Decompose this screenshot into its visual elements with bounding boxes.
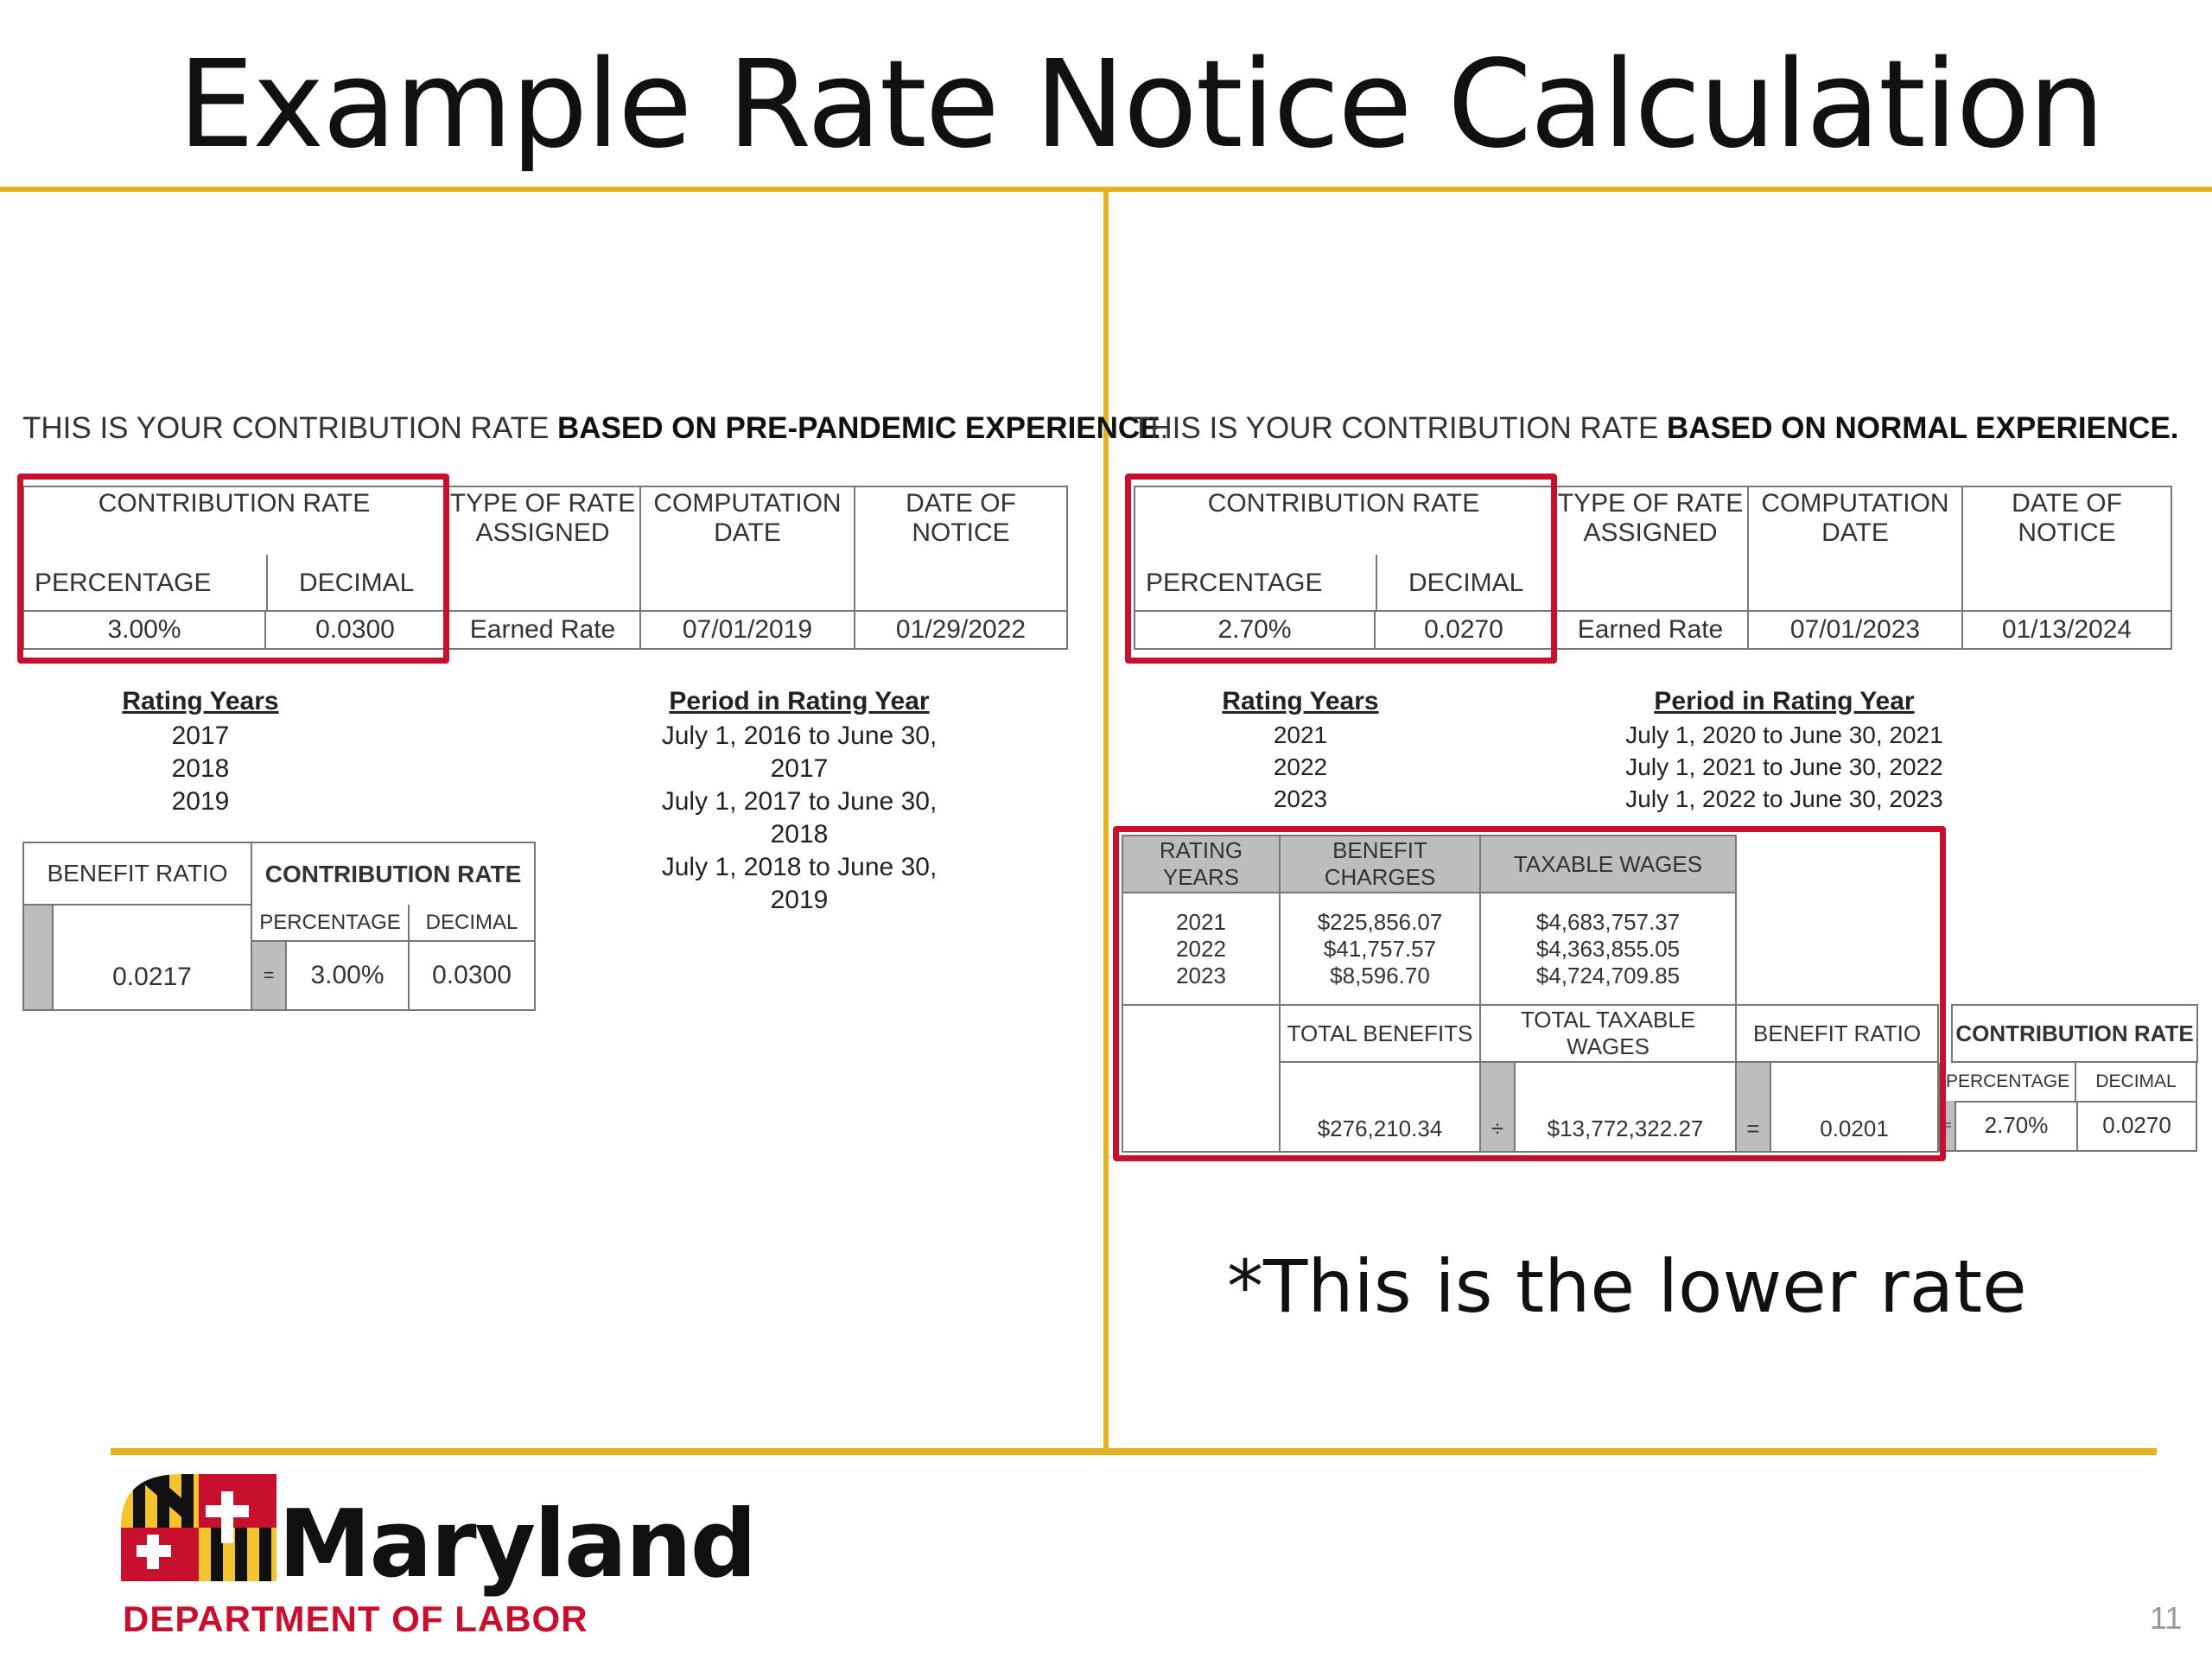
calc-total-benefits-label: TOTAL BENEFITS bbox=[1279, 1004, 1481, 1063]
left-years-list: 2017 2018 2019 bbox=[114, 720, 287, 818]
calc-decimal-label: DECIMAL bbox=[2095, 1071, 2177, 1091]
calc-total-benefits-value: $276,210.34 bbox=[1279, 1061, 1481, 1153]
right-notice-label: DATE OF NOTICE bbox=[1961, 486, 2172, 612]
logo-subtitle: DEPARTMENT OF LABOR bbox=[123, 1599, 588, 1639]
right-decimal-value: 0.0270 bbox=[1374, 610, 1554, 650]
equals-sign: = bbox=[251, 940, 287, 1011]
left-ratio-contribution-header: CONTRIBUTION RATE bbox=[250, 842, 537, 905]
calc-total-wages-label: TOTAL TAXABLE WAGES bbox=[1478, 1004, 1738, 1063]
slide-title: Example Rate Notice Calculation bbox=[177, 35, 2105, 175]
right-type-label: TYPE OF RATE ASSIGNED bbox=[1552, 486, 1749, 612]
right-percentage-label: PERCENTAGE bbox=[1146, 569, 1323, 597]
left-rate-table: CONTRIBUTION RATE PERCENTAGE DECIMAL TYP… bbox=[22, 486, 1068, 650]
right-rate-table: CONTRIBUTION RATE PERCENTAGE DECIMAL TYP… bbox=[1134, 486, 2172, 650]
calc-rating-years-label: RATING YEARS bbox=[1122, 835, 1281, 893]
left-type-value: Earned Rate bbox=[444, 610, 641, 650]
lower-rate-note: *This is the lower rate bbox=[1227, 1244, 2027, 1329]
left-period: July 1, 2017 to June 30, 2018 bbox=[661, 787, 938, 849]
right-decimal-label: DECIMAL bbox=[1408, 569, 1524, 597]
equals-sign: = bbox=[1735, 1061, 1772, 1153]
left-year: 2019 bbox=[171, 787, 230, 816]
calc-percentage-label: PERCENTAGE bbox=[1941, 1063, 2077, 1101]
left-periods-list: July 1, 2016 to June 30, 2017 July 1, 20… bbox=[639, 720, 959, 917]
left-percentage-label: PERCENTAGE bbox=[35, 569, 212, 597]
calc-percentage-value: 2.70% bbox=[1955, 1101, 2079, 1150]
left-ratio-decimal-label: DECIMAL bbox=[407, 905, 537, 942]
page-number: 11 bbox=[2150, 1600, 2183, 1636]
right-year: 2021 bbox=[1273, 721, 1328, 748]
right-calc-table: RATING YEARS BENEFIT CHARGES TAXABLE WAG… bbox=[1122, 835, 2199, 1153]
right-notice-value: 01/13/2024 bbox=[1961, 610, 2172, 650]
left-rate-highlight bbox=[17, 474, 449, 664]
left-ratio-decimal-value: 0.0300 bbox=[407, 940, 537, 1011]
right-periods-list: July 1, 2020 to June 30, 2021 July 1, 20… bbox=[1624, 719, 1944, 815]
calc-charges: $225,856.07 $41,757.57 $8,596.70 bbox=[1279, 892, 1481, 1006]
right-period: July 1, 2020 to June 30, 2021 bbox=[1625, 721, 1943, 748]
calc-benefit-charges-label: BENEFIT CHARGES bbox=[1279, 835, 1481, 893]
maryland-flag-logo-icon bbox=[121, 1474, 276, 1581]
left-decimal-label: DECIMAL bbox=[299, 569, 415, 597]
right-years-list: 2021 2022 2023 bbox=[1214, 719, 1387, 815]
right-heading: THIS IS YOUR CONTRIBUTION RATE BASED ON … bbox=[1132, 411, 2179, 445]
calc-decimal-value: 0.0270 bbox=[2102, 1112, 2171, 1138]
calc-years: 2021 2022 2023 bbox=[1122, 892, 1281, 1006]
left-computation-value: 07/01/2019 bbox=[639, 610, 855, 650]
left-period: July 1, 2018 to June 30, 2019 bbox=[661, 853, 938, 914]
right-year: 2023 bbox=[1273, 785, 1328, 812]
right-rate-highlight bbox=[1125, 474, 1557, 664]
right-computation-value: 07/01/2023 bbox=[1747, 610, 1963, 650]
calc-benefit-ratio-label: BENEFIT RATIO bbox=[1735, 1004, 1940, 1063]
right-type-value: Earned Rate bbox=[1552, 610, 1749, 650]
top-divider bbox=[0, 187, 2212, 192]
divide-sign: ÷ bbox=[1479, 1061, 1516, 1153]
left-notice-value: 01/29/2022 bbox=[854, 610, 1068, 650]
left-percentage-value: 3.00% bbox=[22, 610, 266, 650]
calc-taxable-wages-label: TAXABLE WAGES bbox=[1478, 835, 1738, 893]
left-period-label: Period in Rating Year bbox=[669, 687, 930, 715]
left-ratio-table: BENEFIT RATIO CONTRIBUTION RATE 0.0217 P… bbox=[22, 842, 537, 1011]
left-computation-label: COMPUTATION DATE bbox=[639, 486, 855, 612]
right-period: July 1, 2022 to June 30, 2023 bbox=[1625, 785, 1943, 812]
calc-benefit-ratio-value: 0.0201 bbox=[1770, 1061, 1940, 1153]
center-divider bbox=[1103, 192, 1109, 1449]
left-period: July 1, 2016 to June 30, 2017 bbox=[661, 721, 938, 783]
right-computation-label: COMPUTATION DATE bbox=[1747, 486, 1963, 612]
right-period-label: Period in Rating Year bbox=[1654, 687, 1915, 715]
calc-total-wages-value: $13,772,322.27 bbox=[1513, 1061, 1738, 1153]
right-contribution-rate-header: CONTRIBUTION RATE PERCENTAGE DECIMAL bbox=[1134, 486, 1554, 611]
left-year: 2017 bbox=[171, 721, 230, 750]
left-benefit-ratio-label: BENEFIT RATIO bbox=[22, 842, 252, 906]
calc-highlight bbox=[1113, 826, 1946, 1161]
logo-wordmark: Maryland bbox=[278, 1491, 757, 1599]
left-year: 2018 bbox=[171, 754, 230, 783]
right-year: 2022 bbox=[1273, 753, 1328, 780]
right-rating-years-label: Rating Years bbox=[1222, 687, 1379, 715]
left-ratio-percentage-value: 3.00% bbox=[285, 940, 410, 1011]
left-type-label: TYPE OF RATE ASSIGNED bbox=[444, 486, 641, 612]
left-contribution-rate-header: CONTRIBUTION RATE PERCENTAGE DECIMAL bbox=[22, 486, 446, 611]
left-benefit-ratio-value: 0.0217 bbox=[52, 904, 252, 1011]
left-ratio-percentage-label: PERCENTAGE bbox=[251, 905, 410, 942]
left-rating-years-label: Rating Years bbox=[122, 687, 279, 715]
left-notice-label: DATE OF NOTICE bbox=[854, 486, 1068, 612]
right-period: July 1, 2021 to June 30, 2022 bbox=[1625, 753, 1943, 780]
left-decimal-value: 0.0300 bbox=[264, 610, 446, 650]
left-heading: THIS IS YOUR CONTRIBUTION RATE BASED ON … bbox=[22, 411, 1169, 445]
right-percentage-value: 2.70% bbox=[1134, 610, 1376, 650]
bottom-divider bbox=[111, 1448, 2157, 1455]
calc-wages: $4,683,757.37 $4,363,855.05 $4,724,709.85 bbox=[1478, 892, 1738, 1006]
calc-contribution-rate-header: CONTRIBUTION RATE bbox=[1951, 1004, 2199, 1063]
